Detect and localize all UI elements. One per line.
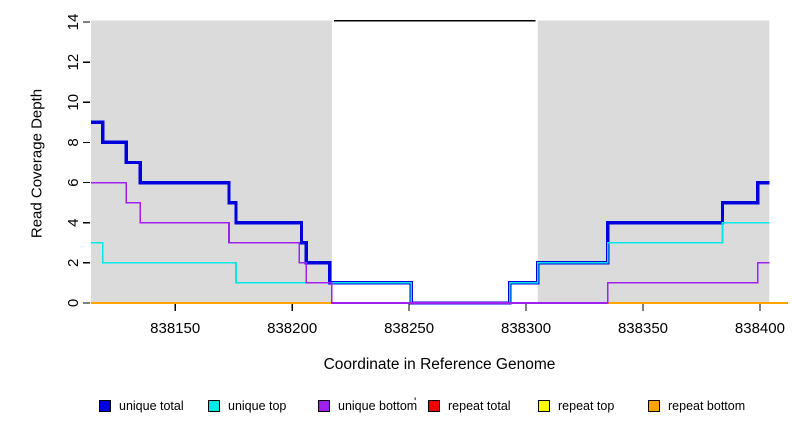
- legend-swatch-icon: [318, 400, 330, 412]
- y-tick-label: 0: [65, 299, 82, 307]
- legend-item-unique-total: unique total: [99, 399, 184, 413]
- x-tick-label: 838200: [267, 320, 317, 337]
- legend-label: unique bottom: [338, 399, 418, 413]
- y-tick-label: 4: [65, 219, 82, 227]
- stray-mark: ': [414, 395, 417, 409]
- y-tick-label: 8: [65, 138, 82, 146]
- x-tick-label: 838150: [150, 320, 200, 337]
- series-unique-total-line: [91, 120, 770, 305]
- legend-item-repeat-total: repeat total: [428, 399, 511, 413]
- legend-label: unique top: [228, 399, 287, 413]
- legend-label: repeat total: [448, 399, 511, 413]
- shaded-region: [537, 20, 770, 303]
- x-tick-label: 838400: [735, 320, 785, 337]
- chart-legend: unique total unique top unique bottom repea…: [0, 399, 792, 421]
- legend-swatch-icon: [538, 400, 550, 412]
- legend-swatch-icon: [99, 400, 111, 412]
- legend-label: repeat bottom: [668, 399, 746, 413]
- y-tick-label: 10: [65, 94, 82, 111]
- y-tick-label: 6: [65, 178, 82, 186]
- x-tick-label: 838250: [384, 320, 434, 337]
- legend-swatch-icon: [208, 400, 220, 412]
- x-tick-label: 838350: [618, 320, 668, 337]
- legend-label: repeat top: [558, 399, 615, 413]
- y-tick-label: 12: [65, 54, 82, 71]
- legend-item-unique-bottom: unique bottom: [318, 399, 417, 413]
- series-unique-top-line: [91, 221, 770, 304]
- y-tick-label: 2: [65, 259, 82, 267]
- y-axis-title: Read Coverage Depth: [28, 88, 46, 239]
- legend-swatch-icon: [428, 400, 440, 412]
- x-tick-label: 838300: [501, 320, 551, 337]
- legend-swatch-icon: [648, 400, 660, 412]
- y-tick-label: 14: [65, 14, 82, 31]
- legend-item-repeat-bottom: repeat bottom: [648, 399, 745, 413]
- legend-label: unique total: [119, 399, 184, 413]
- x-axis-title: Coordinate in Reference Genome: [323, 356, 556, 373]
- legend-item-unique-top: unique top: [208, 399, 286, 413]
- legend-item-repeat-top: repeat top: [538, 399, 614, 413]
- series-unique-bottom-line: [91, 181, 770, 304]
